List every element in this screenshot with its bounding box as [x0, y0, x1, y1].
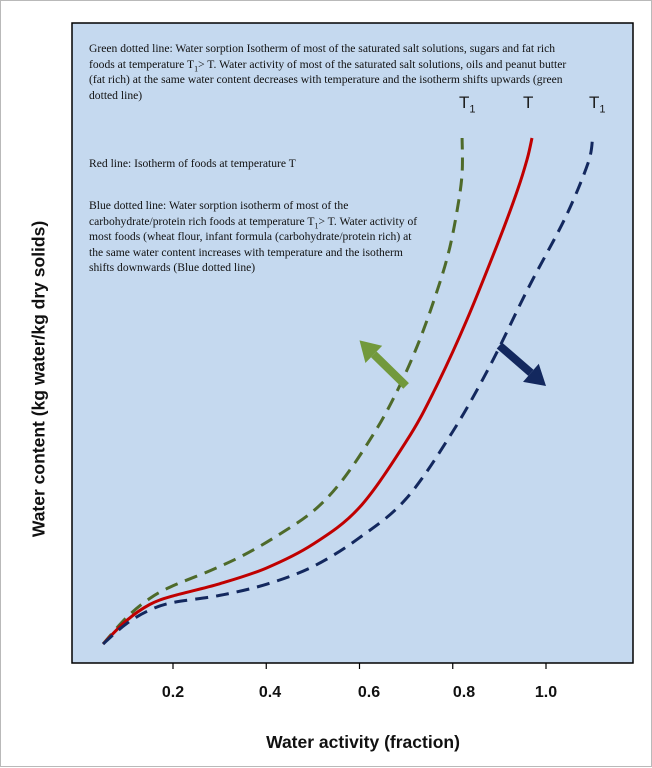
x-tick-label: 0.2 [161, 684, 185, 701]
x-tick-label: 0.4 [258, 684, 282, 701]
series-line-T1_low [101, 137, 464, 645]
series-label-t1-blue: T1 [589, 93, 606, 116]
x-tick-label: 0.8 [452, 684, 476, 701]
x-tick-label: 1.0 [534, 684, 558, 701]
blue-line-annotation: Blue dotted line: Water sorption isother… [89, 199, 418, 274]
y-axis-title: Water content (kg water/kg dry solids) [28, 220, 49, 538]
series-label-t1-green: T1 [459, 93, 476, 116]
series-line-T1_high [102, 137, 595, 646]
shift-arrow-shaft [371, 351, 409, 389]
plot-area [71, 22, 634, 664]
shift-arrow-shaft [496, 342, 534, 376]
shift-arrow-head [359, 340, 383, 363]
red-line-annotation: Red line: Isotherm of foods at temperatu… [89, 157, 296, 170]
series-label-t-red: T [523, 93, 534, 112]
x-axis-title: Water activity (fraction) [266, 732, 460, 752]
x-tick-label: 0.6 [357, 684, 381, 701]
shift-arrow-head [523, 363, 546, 386]
green-line-annotation: Green dotted line: Water sorption Isothe… [89, 42, 567, 102]
series-line-T [102, 137, 534, 646]
